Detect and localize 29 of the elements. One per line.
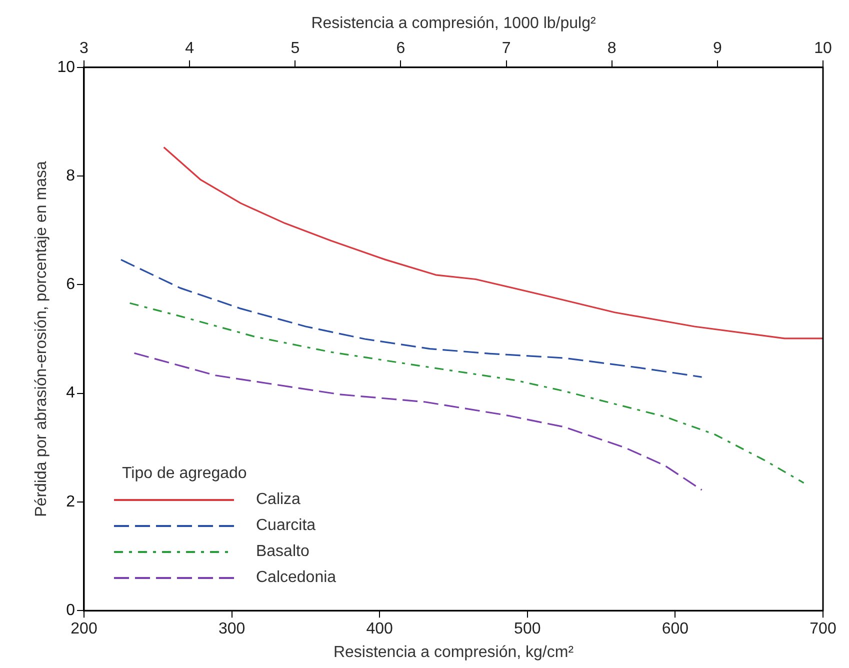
x-tick-label: 300 [218, 620, 246, 638]
legend-label: Calcedonia [256, 568, 336, 588]
x-tick-label: 500 [514, 620, 541, 638]
x2-tick-label: 5 [290, 40, 300, 58]
legend-label: Cuarcita [256, 516, 316, 536]
line-series [120, 258, 703, 378]
x-tick-label: 700 [810, 620, 836, 638]
y-tick-label: 10 [57, 58, 76, 76]
x2-tick-label: 4 [185, 40, 194, 58]
y-tick-label: 2 [66, 493, 76, 510]
y-tick-label: 4 [66, 384, 76, 402]
y-tick-label: 6 [66, 276, 76, 294]
x-tick-label: 600 [662, 620, 689, 638]
x2-tick-label: 9 [712, 40, 722, 58]
x-axis-title: Resistencia a compresión, kg/cm² [333, 644, 574, 661]
x2-tick-label: 8 [607, 40, 616, 58]
y-tick-label: 8 [66, 167, 76, 184]
legend-title: Tipo de agregado [120, 464, 248, 484]
x2-tick-label: 7 [502, 40, 511, 58]
x2-tick-label: 3 [80, 40, 89, 58]
y-tick-label: 0 [66, 602, 76, 620]
x2-axis-title: Resistencia a compresión, 1000 lb/pulg² [311, 15, 596, 32]
legend-label: Caliza [256, 490, 300, 510]
y-axis-title: Pérdida por abrasión-erosión, porcentaje en masa [33, 161, 50, 517]
x-tick-label: 400 [366, 620, 394, 638]
x-tick-label: 200 [70, 620, 98, 638]
legend-label: Basalto [256, 542, 310, 562]
x2-tick-label: 10 [814, 40, 832, 58]
x2-tick-label: 6 [396, 40, 406, 58]
